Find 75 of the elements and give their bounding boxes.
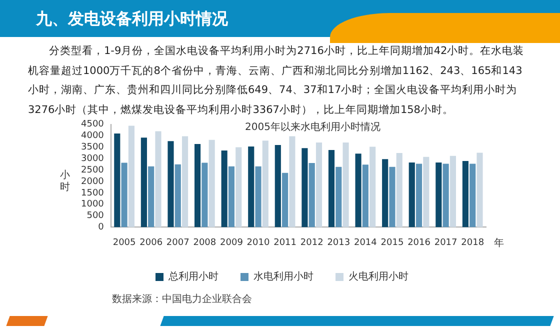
bar [370,146,376,228]
bar [168,141,174,228]
bar [155,131,162,228]
y-tick-label: 0 [98,222,104,233]
bar [328,150,335,228]
x-tick-label: 2015 [380,238,404,248]
y-tick-label: 2500 [81,165,104,176]
x-tick-label: 2012 [300,238,324,248]
bar [416,164,422,228]
bar [182,136,188,228]
y-tick-label: 2000 [81,176,104,187]
x-tick-label: 2013 [327,238,350,248]
x-tick-label: 2016 [408,238,431,248]
x-tick-label: 2008 [193,238,216,248]
bar [470,164,476,228]
chart-title: 九、发电设备利用小时情况 [36,9,228,30]
bar [194,144,201,228]
bar [148,166,154,228]
x-tick-label: 2014 [354,238,378,248]
annotation: 2005年以来水电利用小时情况 [245,120,380,134]
x-tick-label: 2005 [112,238,136,248]
x-tick-label: 2018 [461,238,484,248]
bar [114,134,120,228]
y-tick-label: 3500 [81,142,104,153]
bar [336,166,342,228]
bar [355,154,362,228]
source-note: 数据来源：中国电力企业联合会 [112,292,252,306]
bar [442,164,449,228]
bar [423,156,430,228]
bar [128,126,134,228]
y-tick-label: 500 [86,211,104,222]
bar [228,166,235,228]
x-tick-label: 2011 [274,238,297,248]
bar [476,152,483,228]
y-tick-label: 1000 [81,200,104,210]
chart-subtitle: 分类型看，1-9月份，全国水电设备平均利用小时为2716小时，比上年同期增加42小时。在水电装机容量超过1000万千瓦的8个省份中，青海、云南、广西和湖北同比分别增加1162、243、165和143小时，湖南、广东、贵州和四川同比分别降低649、74、37和17小时；全国火电设备平均利用小时为3276小时（其中，燃煤发电设备平均利用小时3367小时），比上年同期增加158小时。 [28,44,526,118]
legend-label: 水电利用小时 [254,270,314,283]
bar [174,164,181,228]
bar [302,148,308,228]
bar [436,162,442,228]
bar [202,162,208,228]
x-tick-label: 2006 [140,238,163,248]
bar [208,140,215,228]
bar [450,156,456,228]
bar [140,138,147,228]
y-axis-title: 小时 [60,170,71,194]
y-tick-label: 4000 [81,131,104,142]
legend-label: 总利用小时 [168,270,218,283]
bar [462,160,468,228]
bar [342,142,349,228]
legend-label: 火电利用小时 [348,270,408,283]
bar [262,140,268,228]
x-tick-label: 2009 [220,238,244,248]
x-tick-label: 2010 [246,238,270,248]
bar [308,163,315,228]
bar [236,147,242,228]
bar [316,142,322,228]
bar [282,172,288,228]
bar [255,166,262,228]
bar [382,159,388,228]
y-tick-label: 3000 [81,154,104,164]
bar [274,144,281,228]
bar [362,164,368,228]
bar [121,162,128,228]
bar [221,150,228,228]
x-axis-title: 年 [494,237,504,250]
x-tick-label: 2007 [166,238,190,248]
bar [248,146,254,228]
y-tick-label: 1500 [81,188,104,198]
bar [396,152,402,228]
x-tick-label: 2017 [434,238,458,248]
y-tick-label: 4500 [81,120,104,130]
bar [408,162,415,228]
bar [389,166,396,228]
bar [289,136,296,228]
